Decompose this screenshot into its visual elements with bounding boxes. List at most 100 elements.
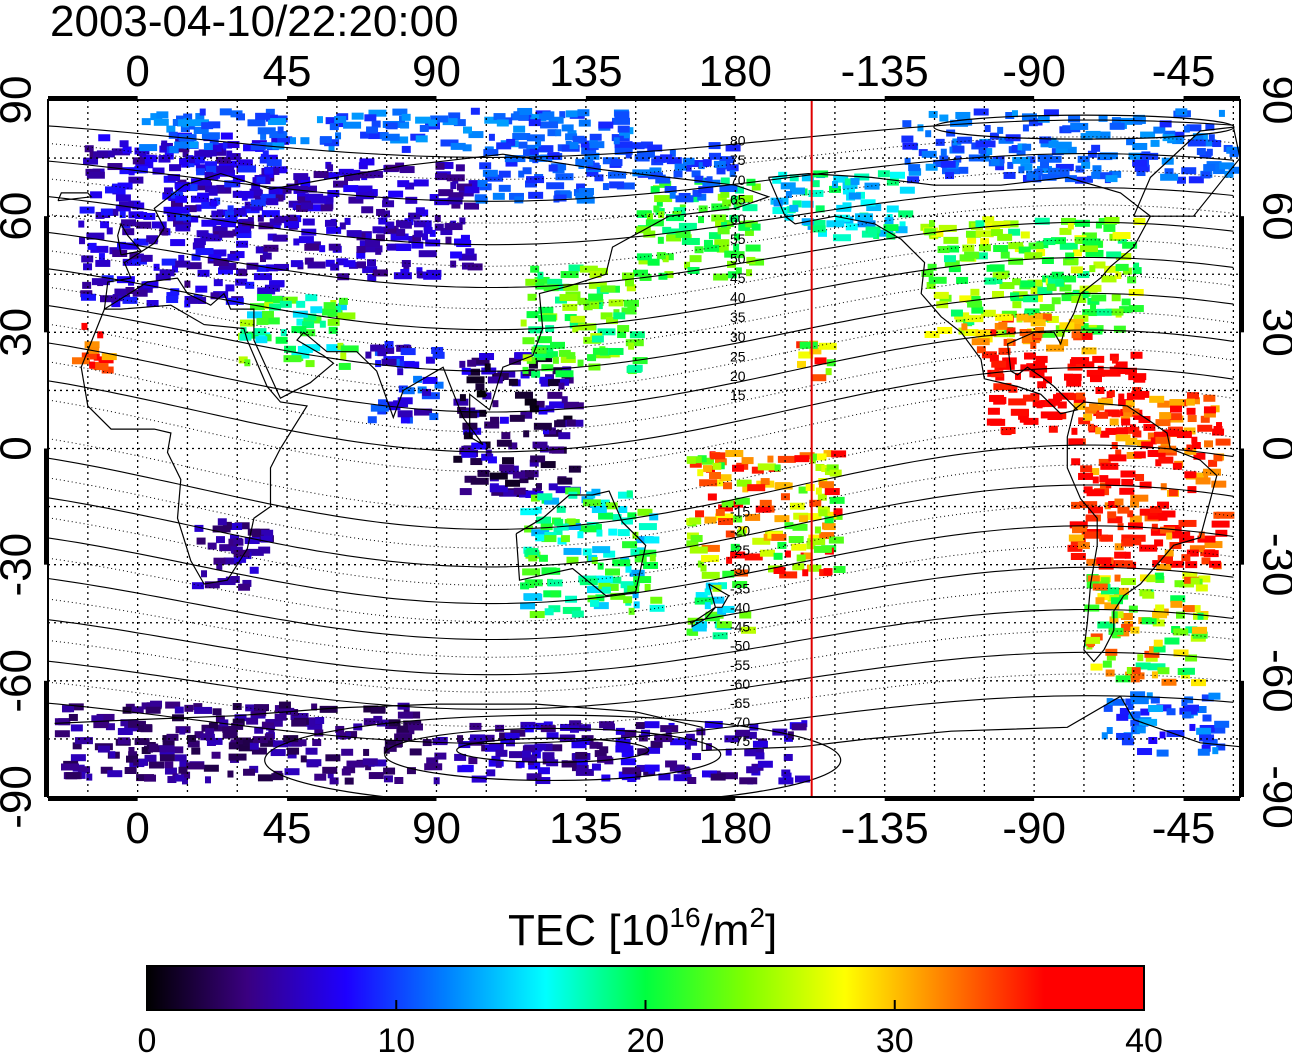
tec-cell (1201, 171, 1211, 179)
tec-cell (540, 523, 553, 531)
tec-cell (625, 565, 632, 573)
tec-cell (656, 252, 666, 260)
tec-cell (1159, 731, 1166, 739)
coastline (691, 606, 716, 628)
tec-cell (284, 768, 300, 776)
tec-cell (1074, 176, 1087, 184)
tec-cell (1068, 534, 1084, 542)
tec-cell (131, 706, 144, 714)
tec-cell (981, 351, 997, 359)
tec-cell (1079, 285, 1098, 293)
tec-cell (621, 272, 634, 280)
tec-cell (356, 246, 366, 254)
tec-cell (435, 162, 445, 170)
tec-cell (68, 703, 84, 711)
contour-line (48, 504, 1234, 586)
tec-cell (546, 182, 565, 190)
tec-cell (489, 472, 508, 480)
tec-cell (1123, 410, 1133, 418)
tec-cell (483, 149, 499, 157)
tec-cell (381, 133, 400, 141)
tec-cell (832, 234, 851, 242)
tec-cell (179, 760, 189, 768)
tec-cell (501, 432, 511, 440)
tec-cell (166, 125, 176, 133)
tec-cell (799, 341, 818, 349)
tec-cell (711, 214, 727, 222)
tec-cell (432, 351, 445, 359)
tec-cell (1112, 356, 1119, 364)
tec-cell (1128, 288, 1144, 296)
tec-cell (319, 705, 338, 713)
tec-cell (814, 526, 821, 534)
tec-cell (1169, 399, 1185, 407)
tec-cell (207, 542, 217, 550)
tec-cell (955, 111, 971, 119)
tec-cell (526, 311, 539, 319)
tec-cell (415, 207, 425, 215)
tec-cell (1074, 332, 1093, 340)
tec-cell (1114, 498, 1124, 506)
tec-cell (1153, 645, 1166, 653)
tec-cell (194, 524, 204, 532)
tec-cell (1046, 344, 1065, 352)
tec-cell (554, 194, 567, 202)
tec-cell (180, 124, 190, 132)
tec-cell (669, 149, 676, 157)
tec-cell (129, 252, 139, 260)
tec-cell (1090, 468, 1100, 476)
tec-cell (581, 147, 597, 155)
tec-cell (1103, 224, 1116, 232)
tec-cell (149, 761, 165, 769)
tec-cell (632, 169, 651, 177)
tec-cell (1130, 500, 1140, 508)
tec-cell (227, 205, 234, 213)
tec-cell (689, 628, 699, 636)
tec-cell (434, 752, 447, 760)
tec-cell (630, 548, 640, 556)
tec-cell (1037, 381, 1047, 389)
tec-cell (553, 527, 563, 535)
latitude-tick-label: 30 (1254, 308, 1292, 357)
tec-cell (691, 170, 701, 178)
tec-cell (217, 578, 236, 586)
tec-cell (597, 575, 613, 583)
tec-cell (484, 421, 500, 429)
tec-cell (1142, 591, 1155, 599)
tec-cell (1087, 423, 1094, 431)
tec-cell (1149, 646, 1159, 654)
tec-cell (1006, 327, 1016, 335)
tec-cell (1105, 427, 1118, 435)
tec-cell (529, 405, 539, 413)
tec-cell (1100, 430, 1110, 438)
tec-cell (510, 113, 529, 121)
tec-cell (375, 234, 385, 242)
tec-cell (1120, 578, 1136, 586)
tec-cell (606, 317, 619, 325)
tec-cell (81, 255, 94, 263)
tec-cell (329, 777, 339, 785)
tec-cell (371, 120, 381, 128)
tec-cell (368, 132, 387, 140)
tec-cell (338, 362, 351, 370)
tec-cell (117, 737, 130, 745)
tec-cell (723, 482, 733, 490)
tec-cell (370, 344, 386, 352)
tec-cell (1190, 577, 1200, 585)
tec-cell (1154, 572, 1164, 580)
tec-cell (681, 237, 700, 245)
tec-cell (640, 141, 653, 149)
tec-cell (1197, 424, 1213, 432)
tec-cell (124, 766, 137, 774)
tec-cell (54, 718, 70, 726)
tec-cell (227, 141, 240, 149)
tec-cell (490, 416, 500, 424)
tec-cell (532, 441, 548, 449)
tec-cell (1074, 219, 1090, 227)
tec-cell (564, 376, 574, 384)
tec-cell (560, 723, 573, 731)
tec-cell (1100, 534, 1113, 542)
map-plot-area (48, 100, 1240, 797)
tec-cell (201, 122, 214, 130)
tec-cell (1140, 708, 1150, 716)
